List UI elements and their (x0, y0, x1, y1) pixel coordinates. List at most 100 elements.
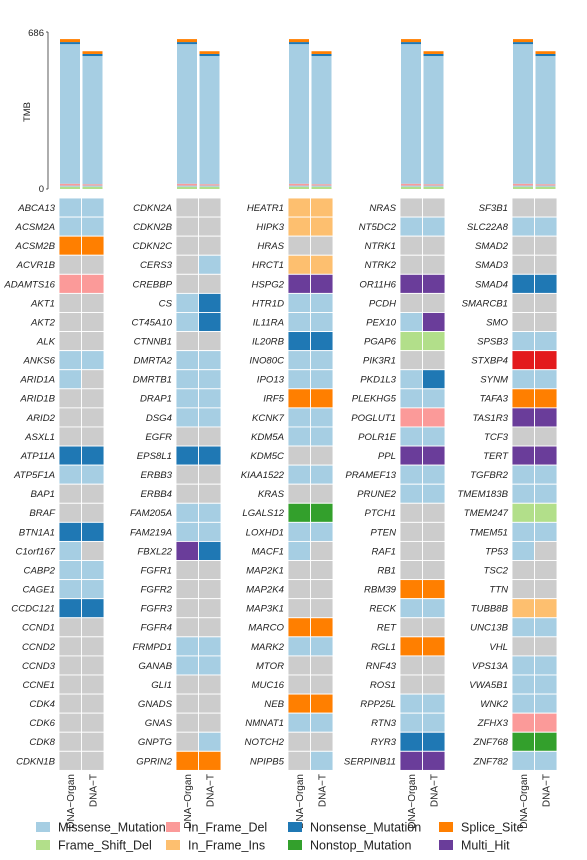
gene-label-pcdh: PCDH (369, 298, 396, 309)
heatmap-cell-tubb8b-t (534, 598, 558, 619)
gene-label-rgl1: RGL1 (371, 642, 396, 653)
heatmap-cell-ctnnb1-organ (175, 331, 199, 352)
heatmap-cell-or11h6-t (422, 273, 446, 294)
tmb-bar-p3-organ-seg3 (289, 44, 309, 184)
gene-label-kdm5c: KDM5C (250, 451, 284, 462)
heatmap-cell-hspg2-t (310, 273, 334, 294)
heatmap-cell-ccnd3-t (81, 655, 105, 676)
heatmap-cell-map2k4-t (310, 579, 334, 600)
heatmap-cell-tert-t (534, 445, 558, 466)
heatmap-cell-nras-t (422, 197, 446, 218)
heatmap-cell-reck-organ (399, 598, 423, 619)
heatmap-cell-acvr1b-t (81, 254, 105, 275)
gene-label-muc16: MUC16 (251, 680, 284, 691)
heatmap-cell-nmnat1-t (310, 712, 334, 733)
gene-label-atp11a: ATP11A (20, 451, 55, 462)
heatmap-cell-erbb4-t (198, 483, 222, 504)
heatmap-cell-poglut1-organ (399, 407, 423, 428)
heatmap-cell-zfhx3-t (534, 712, 558, 733)
gene-label-gnas: GNAS (145, 718, 173, 729)
heatmap-cell-ganab-organ (175, 655, 199, 676)
gene-label-stxbp4: STXBP4 (471, 356, 508, 367)
gene-label-rpp25l: RPP25L (360, 699, 396, 710)
heatmap-cell-il20rb-t (310, 331, 334, 352)
heatmap-cell-akt2-organ (58, 312, 82, 333)
heatmap-cell-marco-t (310, 617, 334, 638)
heatmap-cell-il11ra-t (310, 312, 334, 333)
heatmap-cell-polr1e-t (422, 426, 446, 447)
heatmap-cell-znf768-t (534, 731, 558, 752)
sample-label-p5-organ: DNA−Organ (519, 774, 530, 829)
heatmap-cell-ino80c-t (310, 350, 334, 371)
gene-label-hras: HRAS (257, 241, 284, 252)
heatmap-cell-tas1r3-t (534, 407, 558, 428)
gene-label-poglut1: POGLUT1 (351, 413, 396, 424)
gene-label-nmnat1: NMNAT1 (245, 718, 284, 729)
heatmap-cell-pcdh-organ (399, 292, 423, 313)
heatmap-cell-zfhx3-organ (511, 712, 535, 733)
heatmap-cell-cers3-organ (175, 254, 199, 275)
heatmap-cell-stxbp4-t (534, 350, 558, 371)
heatmap-cell-ganab-t (198, 655, 222, 676)
heatmap-cell-tgfbr2-organ (511, 464, 535, 485)
heatmap-cell-fgfr3-organ (175, 598, 199, 619)
gene-label-fbxl22: FBXL22 (137, 546, 172, 557)
heatmap-cell-vwa5b1-organ (511, 674, 535, 695)
heatmap-cell-spsb3-t (534, 331, 558, 352)
gene-label-erbb4: ERBB4 (141, 489, 172, 500)
gene-label-ccne1: CCNE1 (22, 680, 55, 691)
heatmap-cell-rpp25l-t (422, 693, 446, 714)
heatmap-cell-cdkn2c-t (198, 235, 222, 256)
tmb-bar-p3-organ-seg2 (289, 183, 309, 186)
heatmap-cell-synm-organ (511, 369, 535, 390)
heatmap-cell-unc13b-organ (511, 617, 535, 638)
heatmap-cell-rgl1-organ (399, 636, 423, 657)
gene-label-smo: SMO (486, 317, 508, 328)
heatmap-cell-fam219a-t (198, 521, 222, 542)
tmb-bar-p5-organ-seg4 (513, 42, 533, 45)
heatmap-cell-anks6-t (81, 350, 105, 371)
gene-label-kcnk7: KCNK7 (252, 413, 285, 424)
heatmap-cell-neb-organ (287, 693, 311, 714)
gene-label-nras: NRAS (369, 203, 396, 214)
legend-label-splice_site: Splice_Site (461, 821, 524, 835)
heatmap-cell-c1orf167-organ (58, 540, 82, 561)
heatmap-cell-fam219a-organ (175, 521, 199, 542)
heatmap-cell-ccdc121-organ (58, 598, 82, 619)
heatmap-cell-cabp2-organ (58, 560, 82, 581)
gene-label-ctnnb1: CTNNB1 (134, 337, 172, 348)
gene-label-il11ra: IL11RA (253, 317, 284, 328)
heatmap-cell-ctnnb1-t (198, 331, 222, 352)
heatmap-cell-vps13a-t (534, 655, 558, 676)
tmb-bar-p4-t-seg0 (423, 186, 444, 189)
heatmap-cell-notch2-organ (287, 731, 311, 752)
heatmap-cell-poglut1-t (422, 407, 446, 428)
gene-label-gnptg: GNPTG (138, 737, 173, 748)
tmb-bar-p5-t-seg2 (535, 184, 556, 186)
heatmap-cell-nt5dc2-organ (399, 216, 423, 237)
gene-label-cdkn2c: CDKN2C (133, 241, 173, 252)
gene-label-pkd1l3: PKD1L3 (360, 375, 396, 386)
heatmap-cell-slc22a8-t (534, 216, 558, 237)
heatmap-cell-wnk2-organ (511, 693, 535, 714)
tmb-bar-p1-organ-seg4 (60, 42, 80, 45)
heatmap-cell-vhl-organ (511, 636, 535, 657)
gene-label-tmem247: TMEM247 (464, 508, 509, 519)
gene-label-tafa3: TAFA3 (480, 394, 509, 405)
tmb-bar-p4-t-seg2 (423, 184, 444, 186)
gene-label-npipb5: NPIPB5 (250, 756, 285, 767)
heatmap-cell-pik3r1-t (422, 350, 446, 371)
heatmap-cell-acsm2a-t (81, 216, 105, 237)
heatmap-cell-rtn3-organ (399, 712, 423, 733)
heatmap-cell-ccnd2-organ (58, 636, 82, 657)
heatmap-cell-cdk6-t (81, 712, 105, 733)
heatmap-cell-kcnk7-organ (287, 407, 311, 428)
heatmap-cell-adamts16-t (81, 273, 105, 294)
heatmap-cell-mark2-organ (287, 636, 311, 657)
tmb-bar-p5-t-seg0 (535, 186, 556, 189)
gene-label-tmem183b: TMEM183B (457, 489, 508, 500)
heatmap-cell-fgfr2-t (198, 579, 222, 600)
heatmap-cell-nmnat1-organ (287, 712, 311, 733)
gene-label-loxhd1: LOXHD1 (246, 527, 284, 538)
heatmap-cell-npipb5-organ (287, 750, 311, 771)
